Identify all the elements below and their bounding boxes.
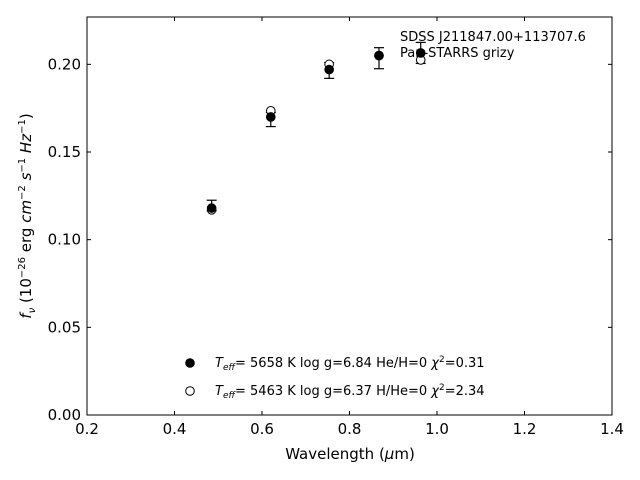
x-tick-label: 0.4 xyxy=(163,420,187,438)
filled-marker xyxy=(265,112,276,122)
filled-marker xyxy=(415,48,426,58)
x-tick-label: 1.4 xyxy=(600,420,624,438)
x-tick-label: 0.2 xyxy=(75,420,99,438)
y-tick-label: 0.20 xyxy=(48,55,81,73)
y-tick-label: 0.10 xyxy=(48,231,81,249)
legend: Teff= 5658 K log g=6.84 He/H=0 χ2=0.31 T… xyxy=(185,355,485,401)
y-tick-label: 0.05 xyxy=(48,318,81,336)
annotation-survey-name: Pan-STARRS grizy xyxy=(400,46,515,61)
legend-marker-open xyxy=(185,386,195,396)
y-axis-label: fν (10−26 erg cm−2 s−1 Hz−1) xyxy=(17,113,38,318)
x-axis-label: Wavelength (μm) xyxy=(285,445,415,463)
legend-entry-1: Teff= 5463 K log g=6.37 H/He=0 χ2=2.34 xyxy=(215,383,485,401)
filled-marker xyxy=(206,203,217,213)
y-tick-label: 0.15 xyxy=(48,143,81,161)
x-tick-label: 1.0 xyxy=(425,420,449,438)
filled-marker xyxy=(324,64,334,75)
x-tick-label: 1.2 xyxy=(513,420,537,438)
legend-marker-filled xyxy=(185,358,195,368)
plot-frame xyxy=(86,16,613,416)
x-tick-label: 0.6 xyxy=(250,420,274,438)
data-markers xyxy=(206,48,426,215)
axis-ticks: 0.2 0.4 0.6 0.8 1.0 1.2 1.4 0.00 0.05 0.10 0.15 0.2… xyxy=(48,17,624,438)
annotation-object-name: SDSS J211847.00+113707.6 xyxy=(400,30,586,45)
error-bars xyxy=(206,41,426,212)
legend-entry-0: Teff= 5658 K log g=6.84 He/H=0 χ2=0.31 xyxy=(215,355,485,373)
x-tick-label: 0.8 xyxy=(338,420,362,438)
filled-marker xyxy=(374,50,384,61)
y-tick-label: 0.00 xyxy=(48,406,81,424)
